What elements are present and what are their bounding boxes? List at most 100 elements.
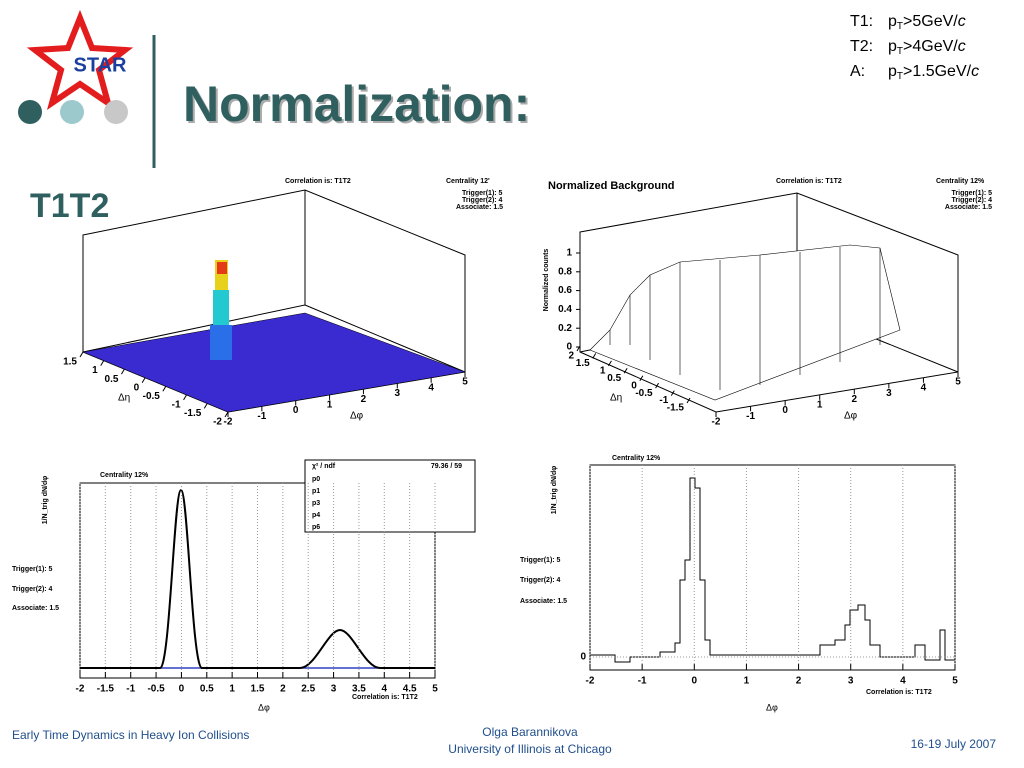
- subtitle: T1T2: [30, 187, 109, 225]
- fit-param: p0: [312, 476, 320, 483]
- centrality: Centrality 12%: [936, 178, 985, 185]
- info: Associate: 1.5: [12, 605, 59, 612]
- tick-label: 0: [782, 405, 788, 416]
- axis-label: Δφ: [766, 702, 778, 712]
- tick-label: 0.6: [558, 285, 572, 296]
- x-tick-label: 0.5: [200, 684, 214, 695]
- tick-label: 4: [921, 382, 927, 393]
- x-tick-label: 3.5: [352, 684, 366, 695]
- correlation: Correlation is: T1T2: [285, 178, 351, 185]
- tick: [203, 403, 208, 409]
- tick-label: 2: [852, 394, 858, 405]
- tick-label: 4: [428, 382, 434, 393]
- chi2-label: χ² / ndf: [312, 463, 336, 470]
- cut-label: T1:: [850, 13, 873, 30]
- tick: [100, 360, 105, 366]
- tick-label: -2: [712, 417, 721, 428]
- cut-quantity: p: [888, 63, 897, 80]
- x-tick-label: -1: [638, 676, 647, 687]
- cut-value: >1.5GeV/: [903, 63, 972, 80]
- panel-sub: Centrality 12% Trigger(1): 5 Trigger(2):…: [520, 455, 958, 713]
- tick: [607, 360, 612, 367]
- cut-sub: T: [897, 71, 903, 82]
- tick-label: 1.5: [63, 357, 77, 368]
- x-tick-label: -1.5: [97, 684, 115, 695]
- tick-label: -1.5: [184, 408, 202, 419]
- info: Trigger(2): 4: [462, 197, 503, 204]
- tick-label: 1: [566, 248, 572, 259]
- x-tick-label: -2: [76, 684, 85, 695]
- fit-param: p3: [312, 500, 320, 507]
- x-tick-label: 3: [848, 676, 854, 687]
- centrality: Centrality 12%: [100, 472, 149, 479]
- chi2-value: 79.36 / 59: [431, 463, 462, 470]
- x-tick-label: 0: [179, 684, 185, 695]
- cut-quantity: p: [888, 38, 897, 55]
- cut: A: pT>1.5GeV/c: [850, 63, 979, 81]
- tick-label: 0.2: [558, 323, 572, 334]
- tick-label: 3: [395, 388, 401, 399]
- tick: [686, 397, 691, 404]
- ticks: -2 -1 0 1 2 3 4 5 0: [580, 465, 958, 687]
- tick-label: 0: [566, 342, 572, 353]
- cut: T2: pT>4GeV/c: [850, 38, 966, 56]
- tick-label: 1.5: [576, 358, 590, 369]
- tick-label: 1: [600, 365, 606, 376]
- ticks: -2-101234521.510.50-0.5-1-1.500.20.40.60…: [558, 248, 961, 428]
- tick: [592, 353, 597, 359]
- fit-params: p0 p1 p3 p4 p6: [312, 476, 320, 531]
- tick-label: 0.4: [558, 304, 572, 315]
- correlation: Correlation is: T1T2: [866, 689, 932, 696]
- peak: [210, 325, 232, 360]
- tick: [623, 368, 628, 374]
- tick-label: -1: [659, 395, 668, 406]
- y-tick-label: 0: [580, 652, 586, 663]
- tick-label: 5: [462, 377, 468, 388]
- tick: [655, 382, 660, 389]
- tick: [120, 368, 125, 375]
- tick-label: -1.5: [667, 403, 685, 414]
- fit-curve: [80, 488, 435, 669]
- tick-label: 2: [568, 351, 574, 362]
- footer-right: 16-19 July 2007: [911, 737, 997, 751]
- footer-left: Early Time Dynamics in Heavy Ion Collisi…: [12, 728, 249, 742]
- axis-label: Δφ: [258, 702, 270, 712]
- tick-label: -1: [257, 411, 266, 422]
- x-tick-label: 3: [331, 684, 337, 695]
- info: Trigger(2): 4: [952, 197, 993, 204]
- info: Associate: 1.5: [945, 204, 992, 211]
- panel-3d-bg: Normalized Background Correlation is: T1…: [543, 178, 992, 428]
- histogram: [590, 477, 955, 663]
- tick-label: 2: [361, 394, 367, 405]
- surface-lines: [609, 247, 881, 390]
- cut: T1: pT>5GeV/c: [850, 13, 966, 31]
- tick-label: -0.5: [143, 391, 161, 402]
- tick: [79, 351, 84, 358]
- cut-unit: c: [958, 38, 966, 55]
- cut-sub: T: [897, 46, 903, 57]
- cut-unit: c: [958, 13, 966, 30]
- x-tick-label: 4: [900, 676, 906, 687]
- x-tick-label: -2: [586, 676, 595, 687]
- peak: [213, 290, 229, 325]
- x-tick-label: 2.5: [301, 684, 315, 695]
- tick-label: 0.8: [558, 266, 572, 277]
- info: Trigger(2): 4: [520, 577, 561, 584]
- footer-center: University of Illinois at Chicago: [448, 742, 612, 756]
- x-tick-label: 5: [952, 676, 958, 687]
- axis-label: Δη: [118, 393, 130, 404]
- cut-unit: c: [971, 63, 979, 80]
- x-tick-label: 4.5: [403, 684, 417, 695]
- ticks: -2 -1.5 -1 -0.5 0 0.5 1 1.5 2 2.5 3 3.5 4 4.5 5: [76, 483, 438, 695]
- cut-label: T2:: [850, 38, 873, 55]
- cut-value: >4GeV/: [903, 38, 958, 55]
- tick: [141, 377, 146, 383]
- centrality: Centrality 12%: [612, 455, 661, 462]
- tick-label: 0: [293, 405, 299, 416]
- dot: [104, 100, 128, 124]
- logo: STAR: [26, 9, 134, 111]
- axis-label: Normalized counts: [543, 249, 550, 312]
- tick-label: -1: [172, 399, 181, 410]
- tick-label: 1: [327, 399, 333, 410]
